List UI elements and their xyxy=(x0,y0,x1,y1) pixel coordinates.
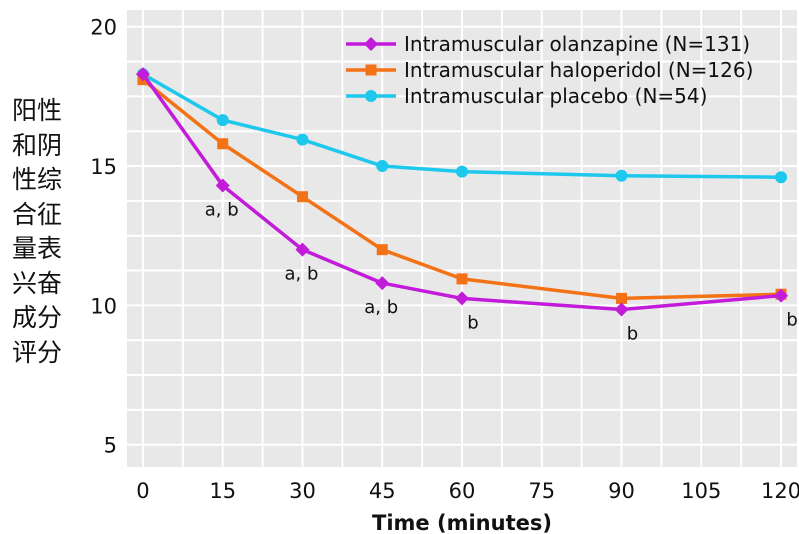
data-point-diamond xyxy=(375,276,390,291)
y-tick-label: 5 xyxy=(104,434,117,458)
data-point-diamond xyxy=(455,291,469,306)
y-axis-title: 阳性 和阴 性综 合征 量表 兴奋 成分 评分 xyxy=(12,96,63,367)
legend-entry: Intramuscular haloperidol (N=126) xyxy=(346,58,753,82)
significance-label: b xyxy=(467,312,478,333)
data-point-square xyxy=(616,292,628,304)
data-point-square xyxy=(365,64,377,76)
x-tick-labels: 0 15 30 45 60 75 90 105 120 xyxy=(136,479,799,503)
data-point-circle xyxy=(615,169,628,182)
legend-label: Intramuscular haloperidol (N=126) xyxy=(404,58,753,82)
significance-label: a, b xyxy=(285,264,319,285)
legend-label: Intramuscular olanzapine (N=131) xyxy=(404,32,750,56)
x-tick-label: 120 xyxy=(761,479,799,503)
x-axis-title: Time (minutes) xyxy=(372,511,552,534)
data-point-circle xyxy=(216,114,229,127)
legend-entry: Intramuscular olanzapine (N=131) xyxy=(346,32,750,56)
x-tick-label: 105 xyxy=(681,479,721,503)
data-point-diamond xyxy=(364,37,378,51)
series-diamond xyxy=(135,67,789,317)
x-tick-label: 45 xyxy=(369,479,396,503)
data-point-circle xyxy=(456,165,468,178)
data-point-square xyxy=(296,191,308,203)
y-tick-label: 20 xyxy=(90,16,117,40)
x-tick-label: 15 xyxy=(209,479,236,503)
data-point-square xyxy=(376,244,388,256)
x-tick-label: 90 xyxy=(608,479,635,503)
x-tick-label: 0 xyxy=(136,479,149,503)
x-tick-label: 60 xyxy=(449,479,476,503)
significance-label: a, b xyxy=(364,297,398,318)
data-point-square xyxy=(217,138,229,150)
data-point-circle xyxy=(376,160,389,173)
data-point-circle xyxy=(296,133,309,146)
significance-label: b xyxy=(627,324,638,345)
significance-label: b xyxy=(786,310,797,331)
data-point-diamond xyxy=(295,242,310,257)
legend-entry: Intramuscular placebo (N=54) xyxy=(346,84,707,108)
y-tick-label: 10 xyxy=(90,294,117,318)
legend: Intramuscular olanzapine (N=131)Intramus… xyxy=(346,32,753,108)
series-circle xyxy=(136,68,788,184)
significance-annotations: a, b a, b a, b b b b xyxy=(205,200,798,345)
legend-label: Intramuscular placebo (N=54) xyxy=(404,84,707,108)
x-tick-label: 75 xyxy=(528,479,555,503)
data-point-diamond xyxy=(135,67,150,82)
data-point-diamond xyxy=(774,288,789,303)
data-point-diamond xyxy=(614,302,629,317)
data-point-circle xyxy=(365,90,377,102)
x-tick-label: 30 xyxy=(289,479,316,503)
y-tick-labels: 5 10 15 20 xyxy=(90,16,117,458)
data-point-circle xyxy=(775,171,788,184)
y-tick-label: 15 xyxy=(90,155,117,179)
series-lines xyxy=(135,67,789,317)
data-point-square xyxy=(456,273,468,285)
significance-label: a, b xyxy=(205,200,239,221)
data-point-diamond xyxy=(215,178,230,193)
